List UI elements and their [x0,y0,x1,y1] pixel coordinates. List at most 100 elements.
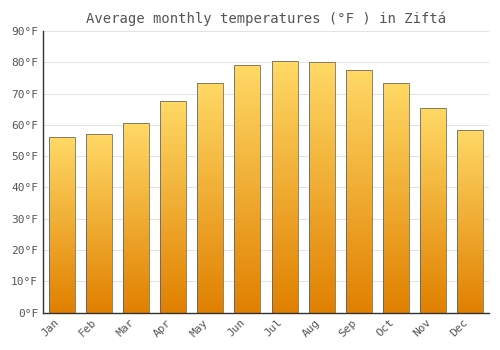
Bar [272,256,297,259]
Bar [123,194,149,197]
Bar [48,201,74,203]
Bar [383,158,409,160]
Bar [48,150,74,153]
Bar [234,180,260,183]
Bar [458,278,483,281]
Bar [48,190,74,192]
Bar [86,288,112,290]
Bar [86,252,112,255]
Bar [272,61,297,313]
Bar [234,201,260,204]
Bar [458,175,483,177]
Bar [234,183,260,186]
Bar [272,146,297,149]
Bar [86,273,112,275]
Bar [420,208,446,210]
Bar [86,226,112,228]
Bar [272,155,297,158]
Bar [346,143,372,146]
Bar [86,230,112,232]
Bar [458,203,483,205]
Bar [234,71,260,75]
Bar [197,114,223,117]
Bar [272,272,297,275]
Bar [346,225,372,228]
Bar [48,168,74,170]
Bar [86,279,112,281]
Bar [420,251,446,254]
Bar [308,184,334,188]
Bar [123,246,149,249]
Bar [346,201,372,203]
Bar [383,172,409,175]
Bar [346,149,372,152]
Bar [197,290,223,293]
Bar [86,275,112,277]
Bar [346,298,372,301]
Bar [160,247,186,249]
Bar [48,210,74,212]
Bar [308,116,334,119]
Bar [123,244,149,246]
Bar [197,128,223,132]
Bar [346,173,372,176]
Bar [458,253,483,255]
Bar [234,65,260,69]
Bar [458,308,483,310]
Bar [48,148,74,150]
Bar [160,178,186,181]
Bar [160,114,186,117]
Bar [383,232,409,235]
Bar [272,133,297,136]
Bar [346,231,372,234]
Bar [123,253,149,256]
Bar [234,272,260,275]
Bar [308,285,334,288]
Bar [234,211,260,214]
Bar [346,106,372,110]
Bar [48,262,74,265]
Bar [272,73,297,76]
Bar [197,244,223,246]
Bar [383,103,409,106]
Bar [123,140,149,142]
Bar [346,216,372,219]
Bar [458,294,483,296]
Bar [420,169,446,172]
Bar [234,87,260,90]
Bar [308,75,334,78]
Bar [308,175,334,178]
Bar [383,215,409,218]
Bar [86,174,112,177]
Bar [308,122,334,125]
Bar [458,201,483,203]
Bar [272,161,297,164]
Bar [346,191,372,194]
Bar [458,219,483,221]
Bar [160,173,186,175]
Bar [234,177,260,180]
Bar [197,270,223,272]
Bar [234,161,260,164]
Bar [420,285,446,287]
Bar [308,278,334,281]
Bar [383,175,409,177]
Bar [346,146,372,149]
Bar [86,197,112,199]
Bar [272,193,297,196]
Bar [308,87,334,90]
Bar [48,177,74,179]
Bar [383,238,409,241]
Bar [383,244,409,246]
Bar [346,234,372,237]
Bar [123,223,149,225]
Bar [160,271,186,273]
Bar [308,153,334,156]
Bar [383,261,409,264]
Bar [234,78,260,81]
Bar [308,275,334,278]
Bar [160,231,186,233]
Bar [86,266,112,268]
Bar [420,287,446,289]
Bar [458,194,483,196]
